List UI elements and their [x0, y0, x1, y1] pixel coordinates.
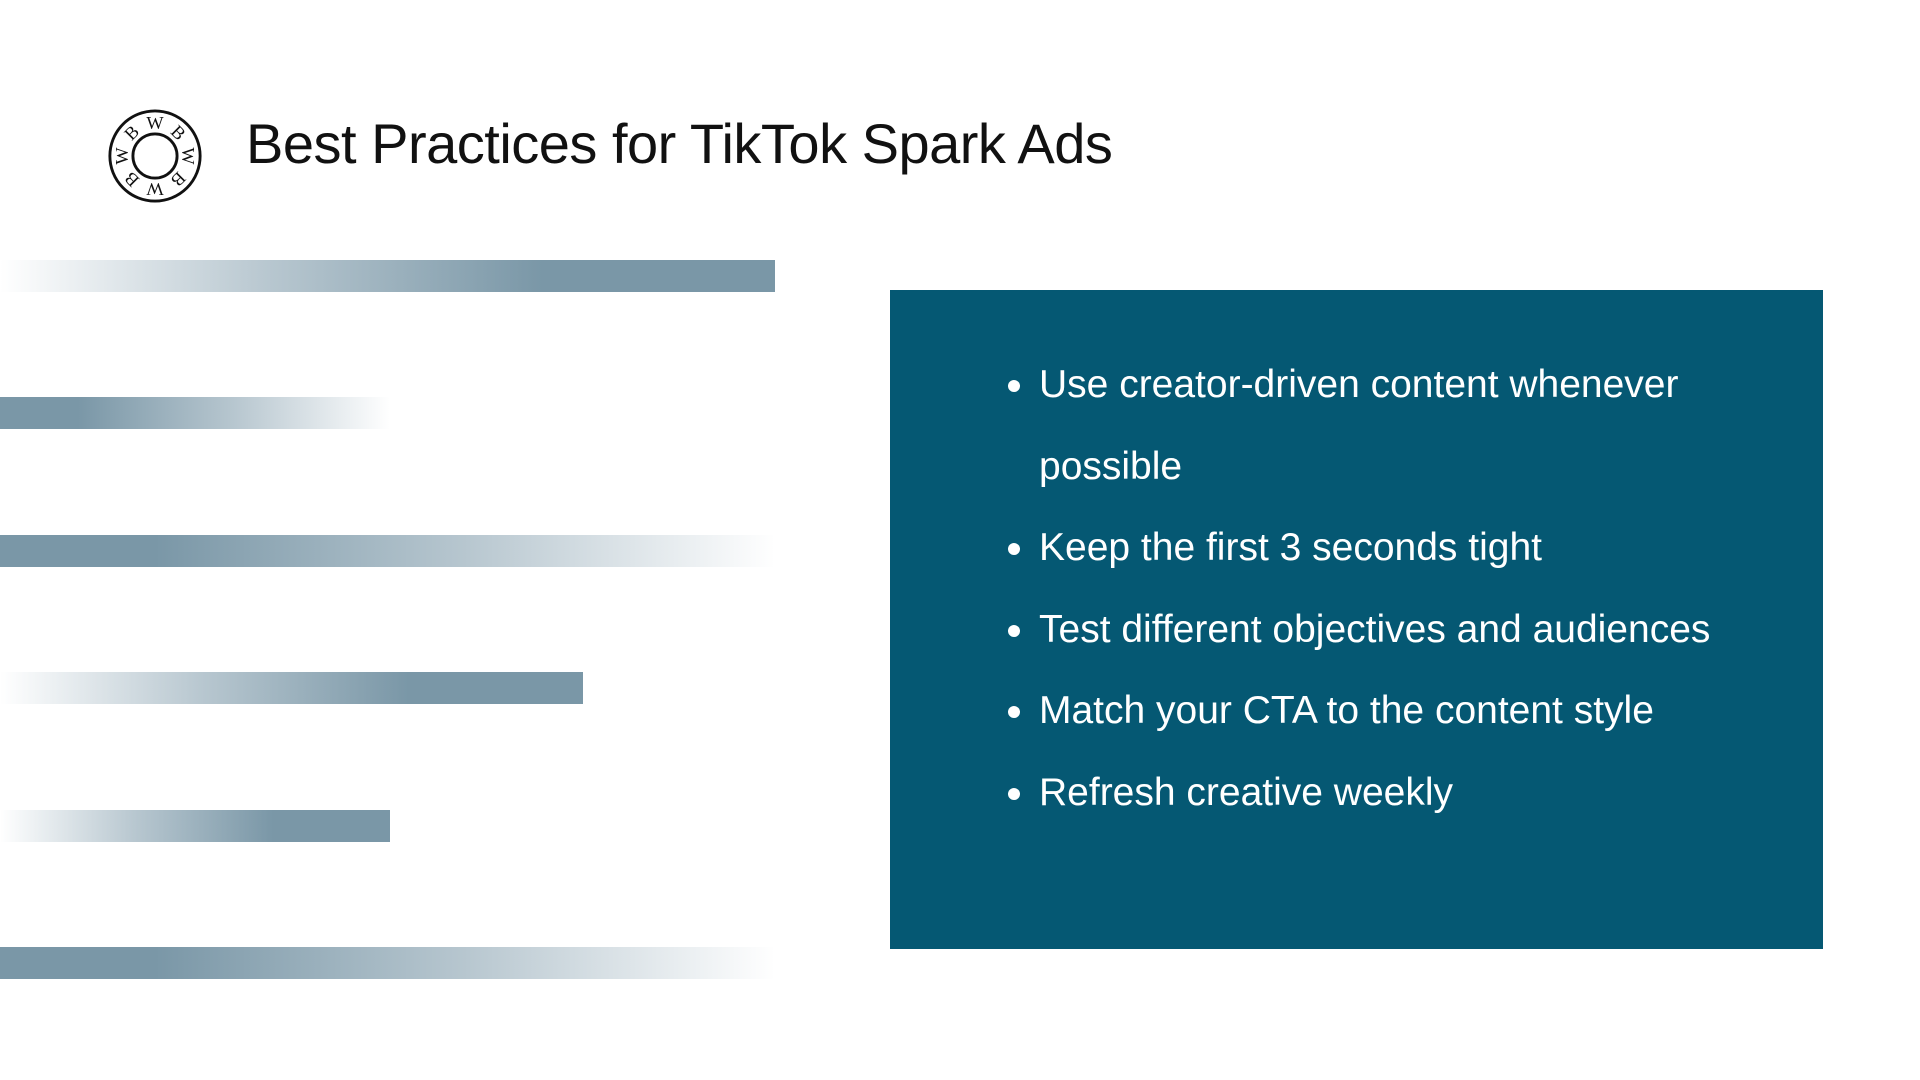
bullet-text: Test different objectives and audiences: [1039, 607, 1711, 651]
list-item: Use creator-driven content whenever poss…: [890, 344, 1823, 507]
best-practices-list: Use creator-driven content whenever poss…: [890, 344, 1823, 833]
decorative-stripe-5: [0, 810, 390, 842]
list-item: Test different objectives and audiences: [890, 589, 1823, 671]
best-practices-panel: Use creator-driven content whenever poss…: [890, 290, 1823, 949]
decorative-stripe-6: [0, 947, 775, 979]
bullet-text: Refresh creative weekly: [1039, 770, 1453, 814]
bullet-text: Use creator-driven content whenever poss…: [1039, 363, 1679, 488]
bullet-text: Match your CTA to the content style: [1039, 689, 1654, 732]
bullet-text: Keep the first 3 seconds tight: [1039, 526, 1542, 569]
svg-text:W: W: [146, 179, 164, 199]
bullet-icon: [1008, 380, 1020, 392]
svg-text:W: W: [112, 147, 132, 165]
decorative-stripe-2: [0, 397, 390, 429]
list-item: Keep the first 3 seconds tight: [890, 507, 1823, 589]
bullet-icon: [1008, 706, 1020, 718]
bullet-icon: [1008, 624, 1020, 637]
brand-logo-icon: W B W B W B W B: [108, 109, 202, 203]
list-item: Match your CTA to the content style: [890, 670, 1823, 752]
decorative-stripe-3: [0, 535, 775, 567]
bullet-icon: [1008, 543, 1020, 555]
decorative-stripe-1: [0, 260, 775, 292]
list-item: Refresh creative weekly: [890, 752, 1823, 834]
bullet-icon: [1008, 787, 1020, 800]
slide-title: Best Practices for TikTok Spark Ads: [246, 112, 1113, 175]
svg-text:W: W: [146, 113, 164, 133]
decorative-stripe-4: [0, 672, 583, 704]
svg-text:W: W: [178, 147, 198, 165]
